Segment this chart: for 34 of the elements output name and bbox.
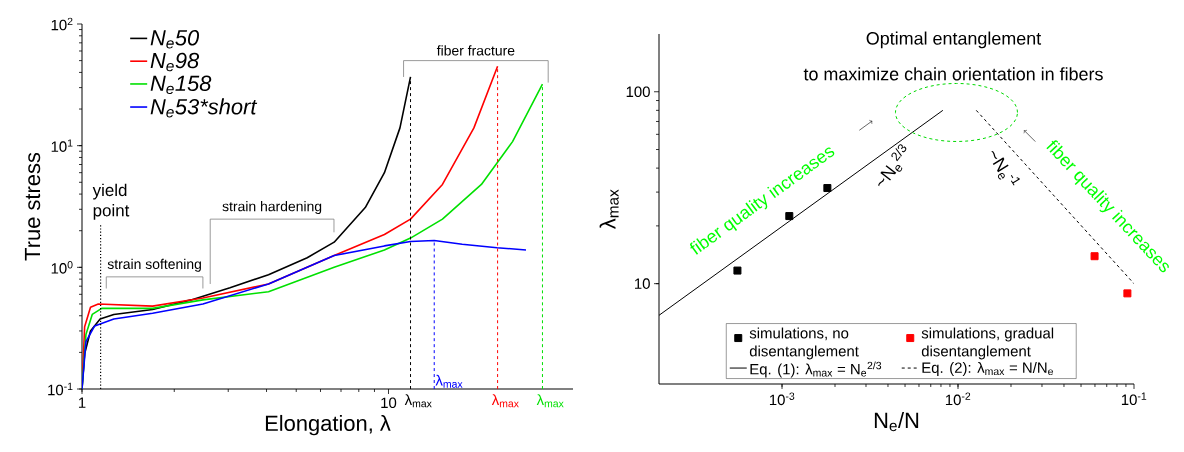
annotation: strain hardening [222, 201, 322, 215]
legend-label: Eq. (2): λ$_{max}$ = N/N$_{e}$ [922, 362, 1053, 376]
series-label: λ$_{max}$ [536, 394, 564, 408]
x-axis-title: N$_{e}$/N [874, 412, 919, 432]
legend-label: N$_{e}$53*short [150, 98, 258, 118]
series-label: λ$_{max}$ [404, 394, 432, 408]
y-tick-label: 10$^{-1}$ [48, 382, 73, 396]
y-tick-label: 10$^{2}$ [51, 17, 73, 31]
x-axis-title: Elongation, λ [265, 414, 391, 436]
annotation: ~N$_{e}$-1 [991, 151, 1020, 186]
x-tick-label: 10$^{-2}$ [945, 392, 971, 406]
legend-label: simulations, no disentanglement [749, 327, 859, 360]
y-axis-title: True stress [24, 152, 41, 261]
text: to maximize chain orientation in fibers [803, 67, 1103, 81]
x-tick-label: 10$^{-1}$ [1121, 392, 1147, 406]
x-tick-label: 1 [78, 397, 86, 408]
legend-label: Eq. (1): λ$_{max}$ = N$_{e}$2/3 [750, 361, 882, 378]
chart-title: Optimal entanglement [866, 31, 1042, 49]
series-label: λ$_{max}$ [491, 394, 519, 408]
x-tick-label: 10$^{-3}$ [769, 392, 795, 406]
legend-label: N$_{e}$98 [150, 52, 200, 72]
y-axis-title: λ$_{max}$ [599, 189, 619, 230]
annotation: fiber fracture [436, 45, 515, 56]
legend-label: simulations, gradual disentanglement [921, 327, 1054, 360]
y-tick-label: 100 [626, 86, 650, 98]
ref-line-label: yield point [92, 183, 130, 220]
y-tick-label: 10$^{0}$ [51, 261, 73, 274]
legend-label: N$_{e}$158 [150, 75, 212, 95]
x-tick-label: 10 [381, 397, 397, 409]
annotation: ~N$_{e}$2/3 [878, 144, 907, 187]
series-label: λ$_{max}$ [435, 374, 463, 388]
y-tick-label: 10$^{1}$ [51, 139, 73, 152]
annotation: strain softening [107, 258, 201, 272]
legend-label: N$_{e}$50 [150, 30, 200, 49]
